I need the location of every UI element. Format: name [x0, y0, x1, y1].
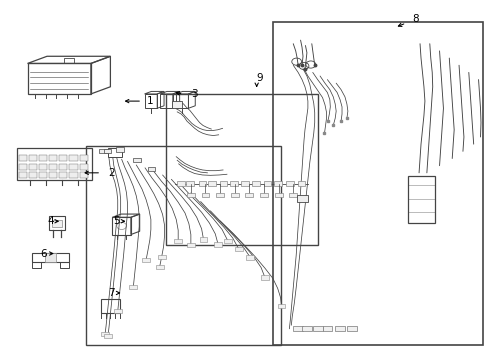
Bar: [80, 172, 87, 178]
Bar: [263, 181, 271, 186]
Bar: [108, 148, 122, 157]
Bar: [166, 94, 317, 244]
Bar: [49, 216, 64, 230]
Bar: [199, 237, 207, 242]
Text: 3: 3: [190, 89, 197, 99]
Bar: [302, 326, 311, 331]
Bar: [407, 176, 434, 223]
Bar: [346, 326, 356, 331]
Bar: [64, 58, 74, 63]
Bar: [17, 148, 92, 180]
Bar: [69, 163, 78, 170]
Text: 6: 6: [41, 248, 47, 258]
Bar: [245, 193, 253, 197]
Bar: [39, 155, 47, 162]
Bar: [186, 193, 194, 197]
Bar: [49, 155, 57, 162]
Text: 7: 7: [108, 288, 114, 298]
Bar: [322, 326, 331, 331]
Bar: [176, 181, 184, 186]
Text: 4: 4: [47, 216, 54, 226]
Bar: [80, 163, 87, 170]
Bar: [49, 172, 57, 178]
Bar: [230, 181, 238, 186]
Bar: [104, 334, 112, 338]
Text: 8: 8: [412, 14, 419, 24]
Bar: [261, 275, 268, 280]
Bar: [251, 181, 259, 186]
Bar: [29, 155, 37, 162]
Bar: [272, 22, 483, 345]
Bar: [133, 158, 141, 162]
Bar: [116, 147, 123, 152]
Bar: [39, 163, 47, 170]
Bar: [289, 193, 297, 197]
Text: 1: 1: [147, 96, 153, 106]
Bar: [29, 172, 37, 178]
Bar: [101, 299, 120, 314]
Bar: [69, 172, 78, 178]
Bar: [114, 309, 122, 314]
Bar: [241, 181, 248, 186]
Bar: [172, 101, 182, 108]
Bar: [286, 181, 294, 186]
Bar: [49, 163, 57, 170]
Bar: [99, 149, 106, 153]
Bar: [214, 242, 222, 247]
Bar: [69, 155, 78, 162]
Bar: [293, 326, 303, 331]
Bar: [39, 172, 47, 178]
Bar: [59, 155, 67, 162]
Text: 9: 9: [256, 73, 263, 83]
Bar: [129, 285, 137, 289]
Bar: [52, 220, 61, 227]
Bar: [174, 239, 182, 243]
Bar: [224, 239, 231, 243]
Bar: [274, 181, 282, 186]
Bar: [32, 262, 41, 267]
Bar: [158, 255, 165, 259]
Bar: [59, 163, 67, 170]
Bar: [101, 332, 109, 336]
Bar: [246, 255, 254, 260]
Bar: [312, 326, 322, 331]
Text: 5: 5: [113, 216, 119, 226]
Bar: [334, 326, 344, 331]
Bar: [142, 258, 150, 262]
Bar: [260, 193, 267, 197]
Bar: [216, 193, 224, 197]
Bar: [277, 304, 285, 309]
Bar: [230, 193, 238, 197]
Bar: [208, 181, 216, 186]
Text: 2: 2: [108, 168, 114, 178]
Bar: [44, 253, 56, 262]
Bar: [80, 155, 87, 162]
Bar: [186, 243, 194, 247]
Bar: [219, 181, 227, 186]
Bar: [297, 195, 307, 202]
Bar: [59, 172, 67, 178]
Bar: [201, 193, 209, 197]
Bar: [19, 163, 27, 170]
Bar: [198, 181, 206, 186]
Bar: [104, 149, 111, 153]
Bar: [29, 163, 37, 170]
Bar: [148, 167, 155, 171]
Bar: [297, 181, 305, 186]
Bar: [60, 262, 69, 267]
Bar: [19, 155, 27, 162]
Bar: [19, 172, 27, 178]
Bar: [156, 265, 163, 269]
Bar: [234, 247, 242, 251]
Bar: [274, 193, 282, 197]
Bar: [86, 146, 281, 345]
Bar: [186, 181, 194, 186]
